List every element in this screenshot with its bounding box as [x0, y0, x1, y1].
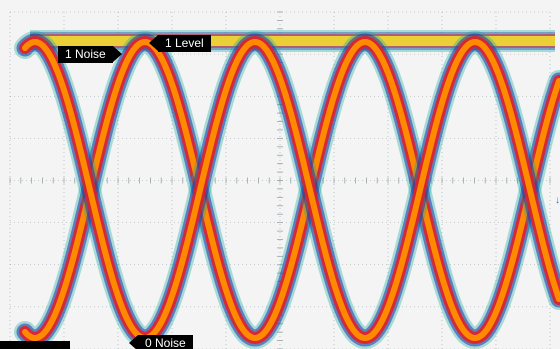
one-level-band	[30, 36, 555, 46]
zero-noise-label: 0 Noise	[145, 336, 186, 349]
one-noise-label: 1 Noise	[65, 47, 106, 61]
one-level-label: 1 Level	[165, 36, 204, 50]
eye-trace	[22, 38, 560, 342]
one-level-marker: 1 Level	[149, 35, 211, 52]
eye-trace	[22, 38, 560, 342]
one-noise-marker: 1 Noise	[58, 46, 122, 63]
zero-level-marker	[0, 341, 70, 349]
ground-reference-icon[interactable]: ↓	[555, 195, 560, 206]
zero-noise-marker: 0 Noise	[129, 335, 193, 349]
